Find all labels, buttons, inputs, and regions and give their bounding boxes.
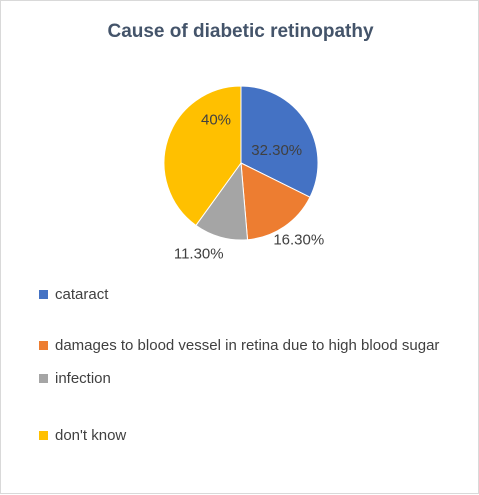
legend-item-dont-know: don't know	[39, 425, 459, 446]
legend: cataract damages to blood vessel in reti…	[39, 284, 459, 446]
legend-swatch	[39, 290, 48, 299]
legend-item-blood-vessel-damage: damages to blood vessel in retina due to…	[39, 335, 459, 356]
data-label-dont-know: 40%	[201, 112, 231, 129]
legend-item-cataract: cataract	[39, 284, 459, 305]
legend-label: don't know	[55, 427, 127, 444]
legend-swatch	[39, 374, 48, 383]
legend-label: infection	[55, 370, 111, 387]
legend-label: cataract	[55, 286, 109, 303]
legend-item-infection: infection	[39, 368, 459, 389]
pie-slice-dont-know	[163, 85, 242, 227]
data-label-cataract: 32.30%	[251, 142, 302, 159]
legend-swatch	[39, 431, 48, 440]
legend-swatch	[39, 341, 48, 350]
pie-slice-cataract	[240, 85, 319, 198]
data-label-blood-vessel-damage: 16.30%	[273, 232, 324, 249]
pie-slice-blood-vessel-damage	[240, 162, 311, 241]
data-label-infection: 11.30%	[174, 246, 224, 263]
legend-label: damages to blood vessel in retina due to…	[55, 337, 440, 354]
chart-title: Cause of diabetic retinopathy	[107, 21, 374, 42]
